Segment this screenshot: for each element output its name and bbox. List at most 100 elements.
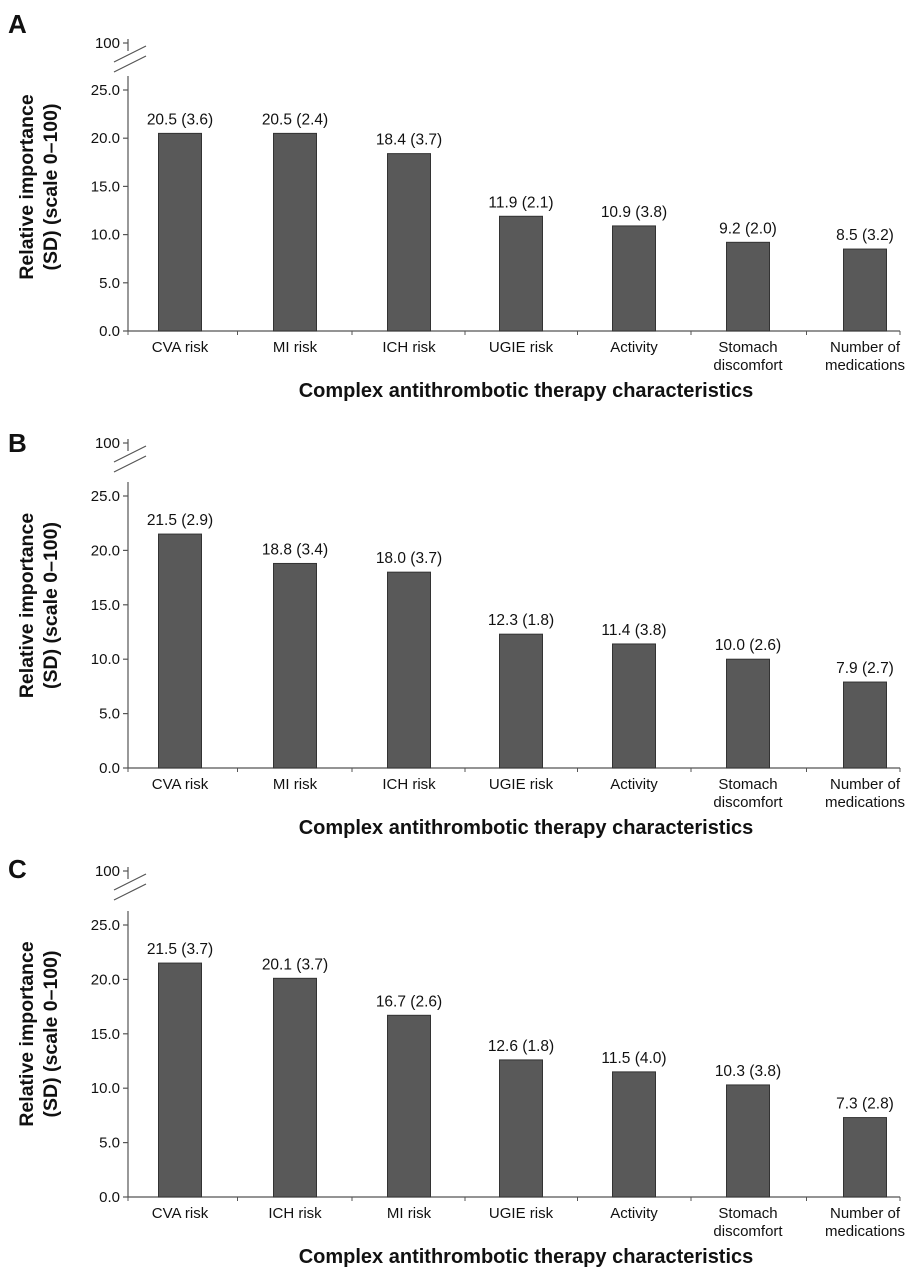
data-label: 20.5 (2.4) [262, 111, 328, 128]
axis-break-mark [113, 445, 147, 463]
x-tick-label: MI risk [387, 1205, 432, 1222]
bar [499, 633, 543, 769]
bar [273, 132, 317, 332]
y-tick-label: 25.0 [91, 488, 120, 505]
x-tick-label: Activity [610, 1205, 658, 1222]
y-axis-title-line2: (SD) (scale 0–100) [40, 951, 62, 1118]
x-tick-label: UGIE risk [489, 776, 554, 793]
x-tick-label: UGIE risk [489, 339, 554, 356]
x-tick-label: Activity [610, 339, 658, 356]
chart-panel-b: B 100 0.0 5.0 10.0 15.0 20.0 25.0 Relative impor… [8, 428, 905, 839]
bar [843, 248, 887, 332]
bar [499, 215, 543, 332]
x-tick-label: UGIE risk [489, 1205, 554, 1222]
bar [612, 225, 656, 332]
bar [726, 1084, 770, 1198]
bar [158, 132, 202, 332]
y-axis-title-line1: Relative importance [16, 941, 38, 1126]
x-tick-label: discomfort [713, 1223, 783, 1240]
x-tick-label: Number of [830, 776, 901, 793]
data-label: 10.9 (3.8) [601, 204, 667, 221]
data-label: 8.5 (3.2) [836, 227, 894, 244]
data-label: 20.5 (3.6) [147, 111, 213, 128]
y-tick-label: 10.0 [91, 1080, 120, 1097]
y-tick-label: 0.0 [99, 760, 120, 777]
bar [387, 1014, 431, 1198]
x-tick-label: discomfort [713, 357, 783, 374]
x-tick-label: medications [825, 1223, 905, 1240]
y-tick-label: 15.0 [91, 178, 120, 195]
y-tick-label: 10.0 [91, 227, 120, 244]
x-tick-label: MI risk [273, 339, 318, 356]
x-axis-title: Complex antithrombotic therapy character… [299, 1246, 754, 1268]
x-tick-label: ICH risk [268, 1205, 322, 1222]
x-tick-label: discomfort [713, 794, 783, 811]
x-tick-label: medications [825, 357, 905, 374]
y-tick-label: 100 [95, 863, 120, 880]
data-label: 18.0 (3.7) [376, 550, 442, 567]
y-axis-title-line2: (SD) (scale 0–100) [40, 104, 62, 271]
x-tick-label: Activity [610, 776, 658, 793]
bar [612, 1071, 656, 1198]
bar [612, 643, 656, 769]
data-label: 16.7 (2.6) [376, 993, 442, 1010]
data-label: 18.4 (3.7) [376, 132, 442, 149]
y-axis-title-line1: Relative importance [16, 94, 38, 279]
y-tick-label: 15.0 [91, 597, 120, 614]
bar [843, 1117, 887, 1198]
axis-break-mark [113, 455, 147, 473]
x-axis-title: Complex antithrombotic therapy character… [299, 380, 754, 402]
y-tick-label: 20.0 [91, 542, 120, 559]
bar [158, 533, 202, 769]
y-tick-label: 25.0 [91, 917, 120, 934]
bar [499, 1059, 543, 1198]
panel-letter: B [8, 428, 27, 458]
x-tick-label: Number of [830, 339, 901, 356]
y-tick-label: 0.0 [99, 323, 120, 340]
x-tick-label: Stomach [718, 776, 777, 793]
axis-break-mark [113, 55, 147, 73]
x-tick-label: CVA risk [152, 1205, 209, 1222]
y-tick-label: 25.0 [91, 82, 120, 99]
bar [843, 681, 887, 769]
y-tick-label: 15.0 [91, 1026, 120, 1043]
bar [158, 962, 202, 1198]
data-label: 20.1 (3.7) [262, 956, 328, 973]
x-tick-label: CVA risk [152, 776, 209, 793]
y-tick-label: 5.0 [99, 1135, 120, 1152]
panel-letter: A [8, 9, 27, 39]
data-label: 18.8 (3.4) [262, 541, 328, 558]
y-axis-title-line1: Relative importance [16, 513, 38, 698]
chart-panel-a: A 100 0.0 5.0 10.0 15.0 20.0 25.0 Relative impor… [8, 9, 905, 402]
bar [387, 153, 431, 332]
y-tick-label: 10.0 [91, 651, 120, 668]
y-tick-label: 20.0 [91, 130, 120, 147]
data-label: 7.9 (2.7) [836, 660, 894, 677]
x-tick-label: MI risk [273, 776, 318, 793]
bar [273, 977, 317, 1198]
data-label: 9.2 (2.0) [719, 220, 777, 237]
y-tick-label: 100 [95, 35, 120, 52]
data-label: 11.4 (3.8) [601, 622, 666, 639]
bar [726, 241, 770, 332]
bar [387, 571, 431, 769]
data-label: 12.3 (1.8) [488, 612, 554, 629]
y-tick-label: 5.0 [99, 275, 120, 292]
y-tick-label: 100 [95, 435, 120, 452]
y-tick-label: 0.0 [99, 1189, 120, 1206]
panel-letter: C [8, 854, 27, 884]
x-tick-label: Number of [830, 1205, 901, 1222]
data-label: 21.5 (3.7) [147, 941, 213, 958]
x-tick-label: ICH risk [382, 776, 436, 793]
x-tick-label: ICH risk [382, 339, 436, 356]
data-label: 11.5 (4.0) [601, 1050, 666, 1067]
x-tick-label: Stomach [718, 339, 777, 356]
axis-break-mark [113, 883, 147, 901]
bar [273, 562, 317, 769]
y-tick-label: 20.0 [91, 971, 120, 988]
data-label: 21.5 (2.9) [147, 512, 213, 529]
x-tick-label: CVA risk [152, 339, 209, 356]
data-label: 12.6 (1.8) [488, 1038, 554, 1055]
